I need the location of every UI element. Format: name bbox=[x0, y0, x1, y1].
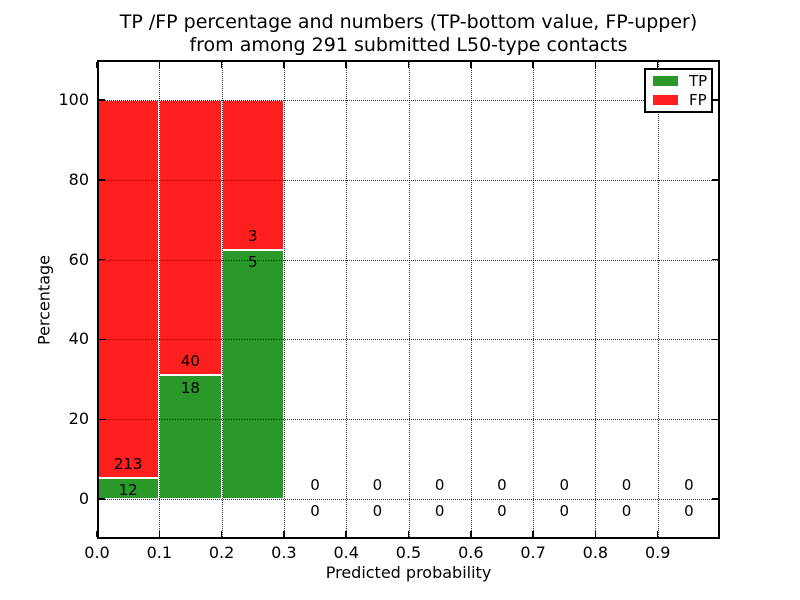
y-tick-label: 80 bbox=[68, 169, 89, 189]
x-tick-mark-top bbox=[470, 62, 472, 68]
gridline-vertical bbox=[283, 60, 285, 539]
gridline-horizontal bbox=[97, 259, 720, 261]
x-tick-mark-top bbox=[345, 62, 347, 68]
gridline-horizontal bbox=[97, 339, 720, 341]
y-tick-mark-right bbox=[712, 99, 718, 101]
x-tick-mark-bottom bbox=[220, 531, 223, 537]
fp-count-label: 0 bbox=[434, 476, 445, 495]
tp-count-label: 0 bbox=[684, 502, 694, 521]
gridline-vertical bbox=[346, 60, 348, 539]
tp-count-label: 12 bbox=[118, 481, 138, 500]
legend-label-tp: TP bbox=[689, 72, 708, 90]
legend-label-fp: FP bbox=[689, 91, 707, 109]
y-tick-mark-left bbox=[99, 258, 105, 261]
x-tick-label: 0.8 bbox=[582, 543, 609, 562]
y-tick-mark-left bbox=[99, 99, 105, 101]
x-tick-label: 0.3 bbox=[271, 543, 297, 562]
legend-swatch-fp bbox=[653, 95, 678, 105]
y-tick-mark-right bbox=[712, 498, 718, 500]
y-tick-mark-right bbox=[712, 338, 718, 341]
gridline-vertical bbox=[595, 60, 597, 539]
x-tick-label: 0.9 bbox=[644, 543, 671, 562]
x-tick-mark-bottom bbox=[283, 531, 285, 537]
x-tick-mark-bottom bbox=[96, 531, 98, 537]
y-tick-label: 40 bbox=[68, 329, 89, 349]
x-axis-label: Predicted probability bbox=[325, 563, 492, 582]
x-tick-mark-bottom bbox=[532, 531, 534, 537]
gridline-vertical bbox=[470, 60, 472, 539]
tp-count-label: 0 bbox=[621, 502, 632, 521]
x-tick-mark-top bbox=[594, 62, 597, 68]
x-tick-mark-top bbox=[656, 62, 659, 68]
tp-count-label: 18 bbox=[180, 378, 200, 397]
x-tick-label: 0.4 bbox=[333, 543, 359, 562]
y-tick-label: 0 bbox=[78, 489, 89, 509]
fp-count-label: 0 bbox=[621, 476, 632, 495]
x-tick-label: 0.0 bbox=[84, 543, 110, 562]
fp-count-label: 3 bbox=[247, 226, 258, 245]
x-tick-mark-top bbox=[220, 62, 223, 68]
fp-count-label: 0 bbox=[559, 476, 570, 495]
x-tick-label: 0.1 bbox=[146, 543, 173, 562]
x-tick-mark-bottom bbox=[345, 531, 347, 537]
fp-count-label: 40 bbox=[180, 352, 200, 371]
gridline-horizontal bbox=[97, 99, 720, 101]
fp-count-label: 0 bbox=[684, 476, 694, 495]
chart-title: TP /FP percentage and numbers (TP-bottom… bbox=[97, 11, 720, 57]
x-tick-mark-bottom bbox=[158, 531, 161, 537]
tp-count-label: 0 bbox=[559, 502, 570, 521]
tp-count-label: 0 bbox=[372, 502, 383, 521]
plot-frame bbox=[97, 60, 720, 539]
chart-title-line1: TP /FP percentage and numbers (TP-bottom… bbox=[119, 11, 698, 33]
y-tick-mark-left bbox=[99, 338, 105, 341]
y-tick-mark-right bbox=[712, 179, 718, 181]
x-tick-mark-top bbox=[407, 62, 410, 68]
y-tick-label: 20 bbox=[68, 409, 89, 429]
y-tick-mark-left bbox=[99, 498, 105, 500]
bar-tp-segment bbox=[159, 375, 222, 500]
fp-count-label: 0 bbox=[497, 476, 507, 495]
tp-count-label: 0 bbox=[497, 502, 507, 521]
x-tick-mark-bottom bbox=[470, 531, 472, 537]
fp-count-label: 0 bbox=[372, 476, 383, 495]
legend-entry-tp: TP bbox=[653, 72, 711, 90]
y-tick-label: 100 bbox=[58, 89, 89, 109]
chart-title-line2: from among 291 submitted L50-type contac… bbox=[189, 34, 628, 56]
x-tick-label: 0.7 bbox=[520, 543, 546, 562]
gridline-vertical bbox=[657, 60, 659, 539]
fp-count-label: 213 bbox=[113, 454, 143, 473]
legend: TP FP bbox=[644, 68, 713, 113]
tp-count-label: 5 bbox=[247, 252, 258, 271]
gridline-horizontal bbox=[97, 419, 720, 421]
bar-fp-segment bbox=[159, 99, 222, 376]
x-tick-mark-top bbox=[532, 62, 534, 68]
y-tick-mark-left bbox=[99, 418, 105, 420]
gridline-vertical bbox=[221, 60, 223, 539]
fp-count-label: 0 bbox=[310, 476, 320, 495]
legend-swatch-tp bbox=[653, 76, 678, 86]
legend-entry-fp: FP bbox=[653, 91, 711, 109]
gridline-horizontal bbox=[97, 499, 720, 501]
gridline-horizontal bbox=[97, 179, 720, 181]
x-tick-mark-top bbox=[96, 62, 98, 68]
tp-count-label: 0 bbox=[434, 502, 445, 521]
gridline-vertical bbox=[408, 60, 410, 539]
y-tick-mark-right bbox=[712, 418, 718, 420]
x-tick-label: 0.5 bbox=[395, 543, 422, 562]
gridline-vertical bbox=[159, 60, 161, 539]
x-tick-label: 0.6 bbox=[458, 543, 484, 562]
x-tick-label: 0.2 bbox=[208, 543, 235, 562]
y-tick-mark-right bbox=[712, 258, 718, 261]
x-tick-mark-top bbox=[283, 62, 285, 68]
x-tick-mark-bottom bbox=[656, 531, 659, 537]
x-tick-mark-bottom bbox=[407, 531, 410, 537]
gridline-vertical bbox=[533, 60, 535, 539]
tp-count-label: 0 bbox=[310, 502, 320, 521]
y-tick-label: 60 bbox=[68, 249, 89, 269]
x-tick-mark-top bbox=[158, 62, 161, 68]
x-tick-mark-bottom bbox=[594, 531, 597, 537]
y-tick-mark-left bbox=[99, 179, 105, 181]
